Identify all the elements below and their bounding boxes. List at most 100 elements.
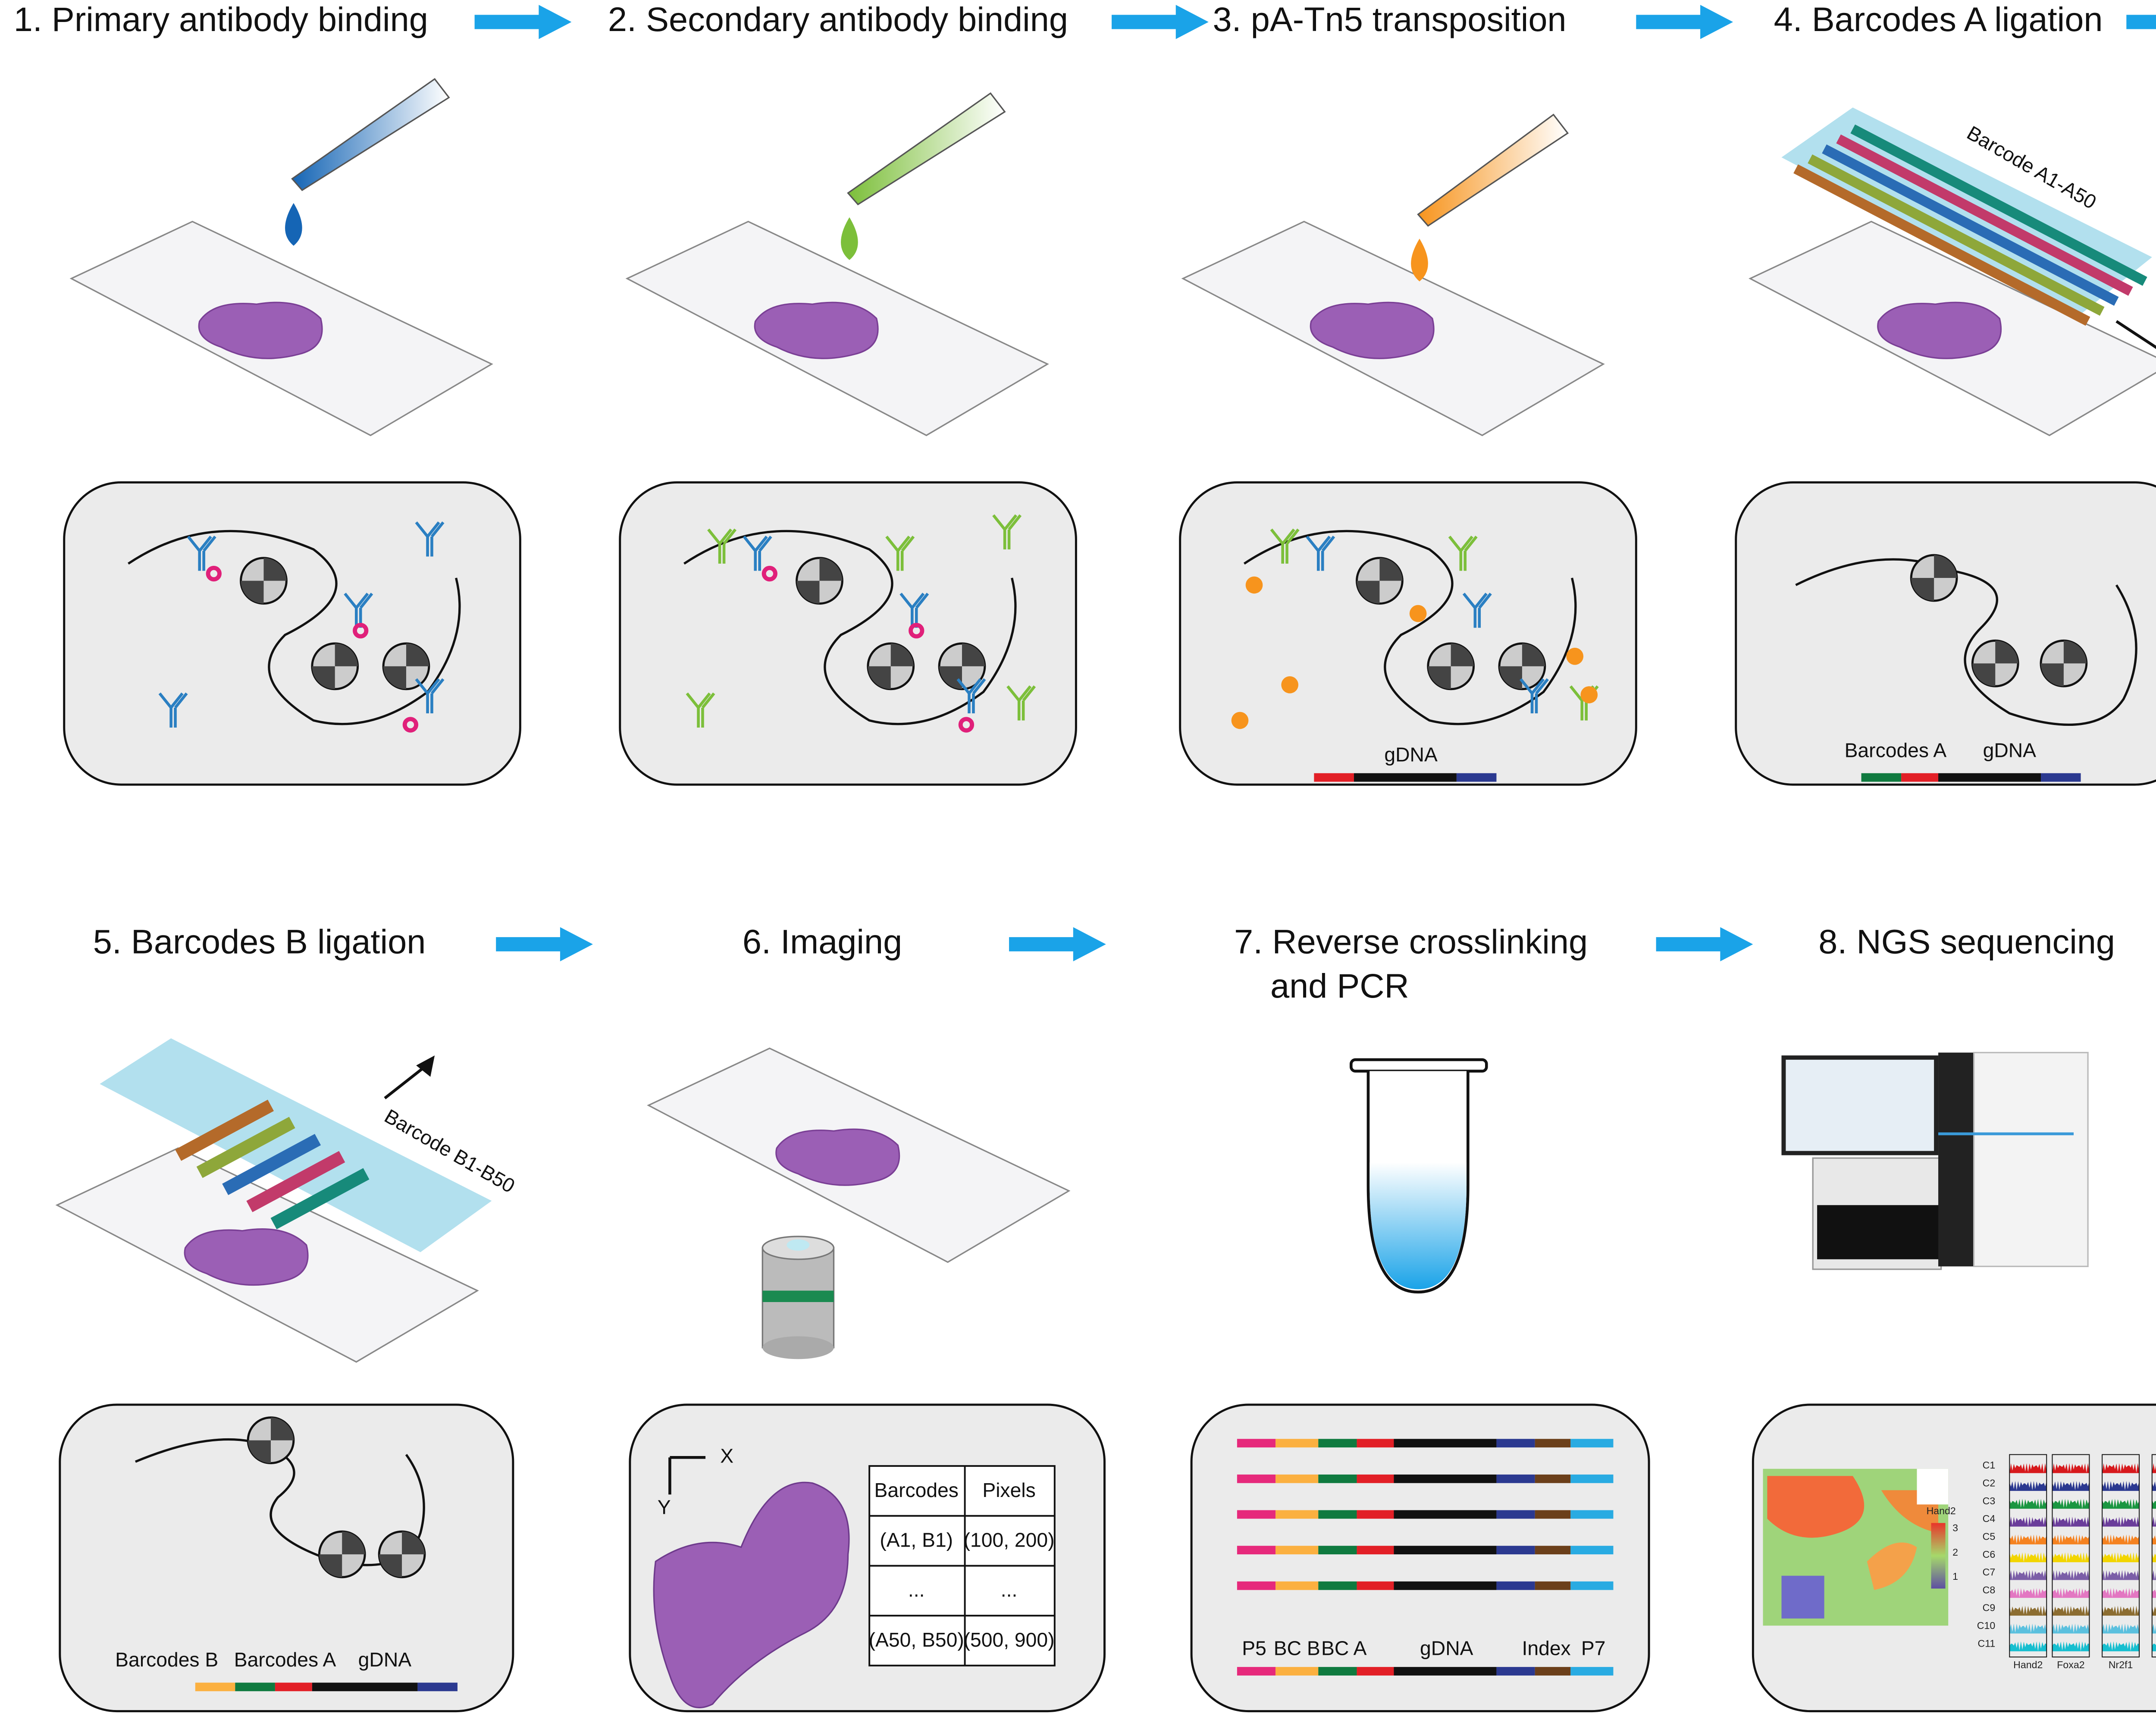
segment-label: gDNA [1983,739,2037,761]
colorbar-tick: 2 [1952,1547,1958,1558]
read-segment [1275,1510,1319,1519]
table-cell: (100, 200) [964,1528,1055,1551]
signal-track [2052,1534,2090,1544]
track-label: C4 [1983,1513,1996,1524]
track-box [2102,1454,2140,1657]
signal-track [2102,1588,2140,1598]
read-segment [1535,1581,1571,1590]
colorbar [1931,1523,1946,1589]
segment-label: gDNA [1384,743,1438,766]
segment-label: P5 [1242,1637,1266,1660]
table-cell: ... [1001,1579,1018,1601]
objective [761,1236,835,1359]
signal-track [2009,1623,2047,1634]
drop [285,203,302,246]
adapter-segment [2041,773,2081,782]
pipette [291,78,450,191]
track-label: C9 [1983,1602,1996,1613]
signal-track [2052,1499,2090,1509]
gene-label: Nr2f1 [2109,1659,2133,1670]
signal-track [2152,1624,2156,1634]
segment-label: Index [1522,1637,1571,1660]
epitopes [206,565,419,733]
signal-track [2102,1552,2140,1563]
axis-label: Y [658,1496,671,1518]
segment-label: Barcodes A [234,1648,336,1671]
gene-label: Hand2 [2013,1659,2043,1670]
read-segment [1496,1667,1535,1676]
read-segment [1318,1439,1357,1448]
slide [1182,221,1604,436]
read-segment [1535,1510,1571,1519]
read-segment [1394,1474,1497,1483]
signal-track [2009,1552,2047,1563]
signal-track [2052,1606,2090,1616]
track-box [2052,1454,2090,1657]
track-label: C8 [1983,1584,1996,1595]
slide [70,221,492,436]
signal-track [2152,1644,2156,1651]
read-segment [1275,1439,1319,1448]
signal-track [2052,1463,2090,1473]
step-title: 2. Secondary antibody binding [608,0,1068,38]
read-segment [1318,1581,1357,1590]
read-segment [1570,1667,1614,1676]
colorbar-tick: 1 [1952,1571,1958,1582]
read-segment [1275,1667,1319,1676]
signal-track [2009,1534,2047,1544]
read-segment [1496,1510,1535,1519]
transposomes [1231,576,1598,729]
signal-track [2152,1481,2156,1491]
read-segment [1496,1474,1535,1483]
read-segment [1496,1439,1535,1448]
table-cell: (A50, B50) [869,1629,964,1651]
panel [1179,481,1637,786]
adapter-segment [195,1682,235,1691]
signal-track [2152,1589,2156,1598]
signal-track [2102,1516,2140,1527]
signal-track [2102,1606,2140,1616]
segment-label: gDNA [358,1648,412,1671]
track-label: C11 [1978,1638,1996,1649]
signal-track [2009,1606,2047,1616]
step-title: 8. NGS sequencing [1818,922,2115,960]
track-label: C2 [1983,1478,1996,1489]
signal-track [2102,1463,2140,1473]
read-segment [1237,1667,1276,1676]
flow-arrow [1656,927,1753,962]
gene-label: Foxa2 [2057,1659,2084,1670]
adapter-segment [1901,773,1939,782]
colorbar-title: Hand2 [1927,1505,1956,1516]
step-title: 6. Imaging [743,922,902,960]
signal-track [2052,1588,2090,1598]
signal-track [2102,1534,2140,1544]
nucleosome [319,1531,365,1577]
step-title: 3. pA-Tn5 transposition [1213,0,1567,38]
segment-label: Barcodes A [1845,739,1947,761]
read-segment [1275,1581,1319,1590]
signal-track [2009,1641,2047,1651]
table-header: Barcodes [874,1479,958,1501]
flow-arrow [496,927,593,962]
slide [648,1048,1070,1263]
track-label: C1 [1983,1459,1996,1471]
track-label: C5 [1983,1531,1996,1542]
read-segment [1357,1546,1394,1555]
signal-track [2052,1623,2090,1634]
drop [1411,239,1428,282]
table-cell: (A1, B1) [880,1528,953,1551]
track-label: C3 [1983,1495,1996,1506]
barcode-channel [100,1038,492,1252]
track-box [2151,1454,2156,1657]
read-segment [1318,1474,1357,1483]
signal-track [2102,1570,2140,1580]
flow-arrow [474,5,572,39]
signal-track [2152,1553,2156,1563]
read-segment [1394,1510,1497,1519]
table-cell: ... [908,1579,925,1601]
read-segment [1237,1546,1276,1555]
step-title: 5. Barcodes B ligation [93,922,426,960]
read-segment [1237,1510,1276,1519]
barcode-channel [1781,107,2156,349]
